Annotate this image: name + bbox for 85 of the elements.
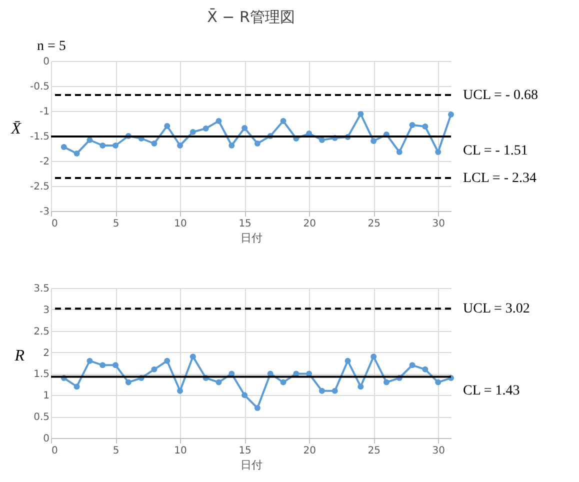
point — [164, 358, 170, 364]
x-axis-title: 日付 — [240, 458, 262, 472]
point — [358, 384, 364, 390]
y-tick-label: 3.5 — [34, 284, 50, 294]
point — [383, 379, 390, 386]
point — [370, 354, 377, 360]
point — [112, 362, 119, 368]
point — [254, 140, 260, 146]
point — [177, 142, 184, 148]
ref-line-label: UCL = 3.02 — [463, 302, 530, 317]
point — [74, 150, 80, 156]
point — [216, 379, 222, 386]
y-tick-label: -1 — [40, 106, 50, 118]
x-tick-label: 20 — [303, 446, 316, 456]
point — [422, 124, 428, 130]
y-tick-label: -1.5 — [30, 132, 50, 142]
y-tick-label: -0.5 — [30, 82, 50, 92]
point — [318, 137, 325, 143]
y-tick-label: 1 — [43, 390, 50, 402]
y-tick-label: 0.5 — [34, 412, 50, 424]
point — [151, 366, 158, 372]
point — [332, 388, 338, 394]
x-axis-title: 日付 — [240, 232, 262, 244]
x-tick-label: 30 — [432, 218, 445, 230]
point — [409, 362, 416, 368]
point — [190, 354, 196, 360]
point — [435, 149, 442, 155]
point — [125, 379, 132, 386]
x-tick-label: 0 — [52, 218, 58, 230]
y-tick-label: 0 — [43, 56, 50, 68]
point — [435, 379, 442, 386]
x-tick-label: 0 — [52, 446, 58, 456]
point — [242, 125, 248, 131]
point — [228, 142, 235, 148]
point — [242, 392, 248, 398]
point — [86, 358, 93, 364]
point — [318, 388, 325, 394]
x-tick-label: 25 — [368, 446, 380, 456]
y-axis-title: X̄ — [10, 120, 22, 138]
point — [100, 362, 106, 368]
point — [254, 405, 260, 411]
x-tick-label: 5 — [112, 446, 120, 456]
point — [151, 140, 158, 146]
ref-line-label: UCL = - 0.68 — [463, 88, 538, 103]
y-tick-label: -2.5 — [30, 182, 50, 192]
point — [344, 358, 351, 364]
y-tick-label: -2 — [40, 156, 50, 168]
ref-line-label: CL = - 1.51 — [463, 144, 528, 158]
point — [177, 388, 184, 394]
point — [448, 112, 454, 118]
point — [370, 138, 377, 144]
point — [60, 144, 67, 150]
y-tick-label: 0 — [43, 434, 50, 444]
point — [164, 123, 170, 129]
x-tick-label: 20 — [303, 218, 316, 230]
point — [280, 379, 286, 386]
x-tick-label: 10 — [174, 218, 187, 230]
y-tick-label: 2 — [43, 348, 50, 359]
ref-line-label: CL = 1.43 — [463, 384, 520, 399]
x-tick-label: 15 — [238, 446, 252, 456]
text: n = 5 — [37, 39, 66, 54]
chart-title: X̄ − R管理図 — [207, 7, 295, 26]
ref-line-label: LCL = - 2.34 — [463, 171, 536, 186]
point — [100, 142, 106, 148]
point — [422, 366, 428, 372]
y-tick-label: -3 — [40, 206, 50, 218]
y-axis-title: R — [14, 348, 25, 364]
point — [112, 142, 119, 148]
point — [74, 384, 80, 390]
y-tick-label: 2.5 — [34, 326, 50, 338]
point — [86, 137, 93, 143]
point — [280, 118, 286, 124]
y-tick-label: 3 — [43, 304, 50, 316]
point — [409, 122, 416, 128]
x-tick-label: 10 — [174, 446, 187, 456]
y-tick-label: 1.5 — [34, 369, 50, 380]
point — [216, 118, 222, 124]
x-tick-label: 30 — [432, 446, 445, 456]
x-tick-label: 5 — [112, 218, 120, 230]
x-tick-label: 25 — [368, 218, 380, 230]
point — [202, 126, 209, 132]
x-tick-label: 15 — [238, 218, 252, 230]
point — [190, 129, 196, 135]
point — [358, 111, 364, 117]
point — [396, 149, 402, 155]
